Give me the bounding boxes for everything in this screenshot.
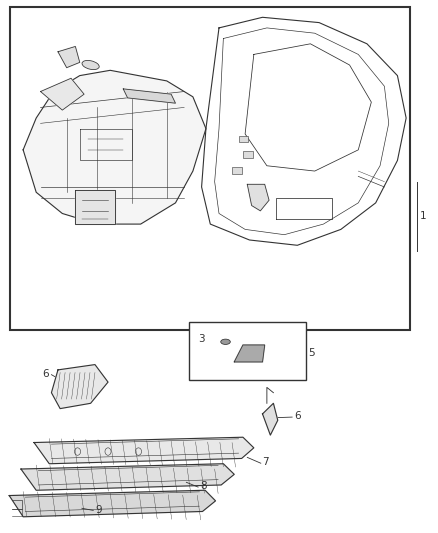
Polygon shape [51, 365, 108, 409]
Polygon shape [75, 190, 115, 224]
Polygon shape [234, 345, 265, 362]
Polygon shape [41, 78, 84, 110]
Text: 3: 3 [198, 334, 205, 344]
Bar [10, 7, 410, 330]
Text: 6: 6 [43, 369, 49, 379]
Text: 1: 1 [420, 211, 427, 221]
Ellipse shape [221, 339, 230, 344]
Bar [188, 322, 306, 381]
Ellipse shape [82, 60, 99, 70]
Text: 5: 5 [309, 348, 315, 358]
Polygon shape [21, 464, 234, 490]
Polygon shape [9, 490, 215, 517]
Text: 6: 6 [294, 411, 300, 421]
Bar [243, 151, 253, 158]
Text: 7: 7 [262, 457, 269, 467]
Polygon shape [58, 46, 80, 68]
Polygon shape [34, 437, 254, 464]
Polygon shape [247, 184, 269, 211]
Polygon shape [123, 89, 176, 103]
Text: 8: 8 [200, 481, 206, 491]
Bar [232, 167, 242, 174]
Text: 9: 9 [95, 505, 102, 514]
Polygon shape [23, 70, 206, 224]
Bar [239, 135, 248, 142]
Polygon shape [262, 403, 278, 435]
